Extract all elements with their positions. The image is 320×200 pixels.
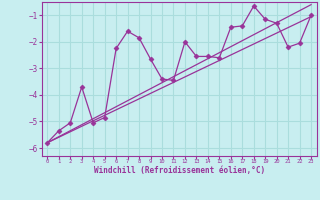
X-axis label: Windchill (Refroidissement éolien,°C): Windchill (Refroidissement éolien,°C) — [94, 166, 265, 175]
